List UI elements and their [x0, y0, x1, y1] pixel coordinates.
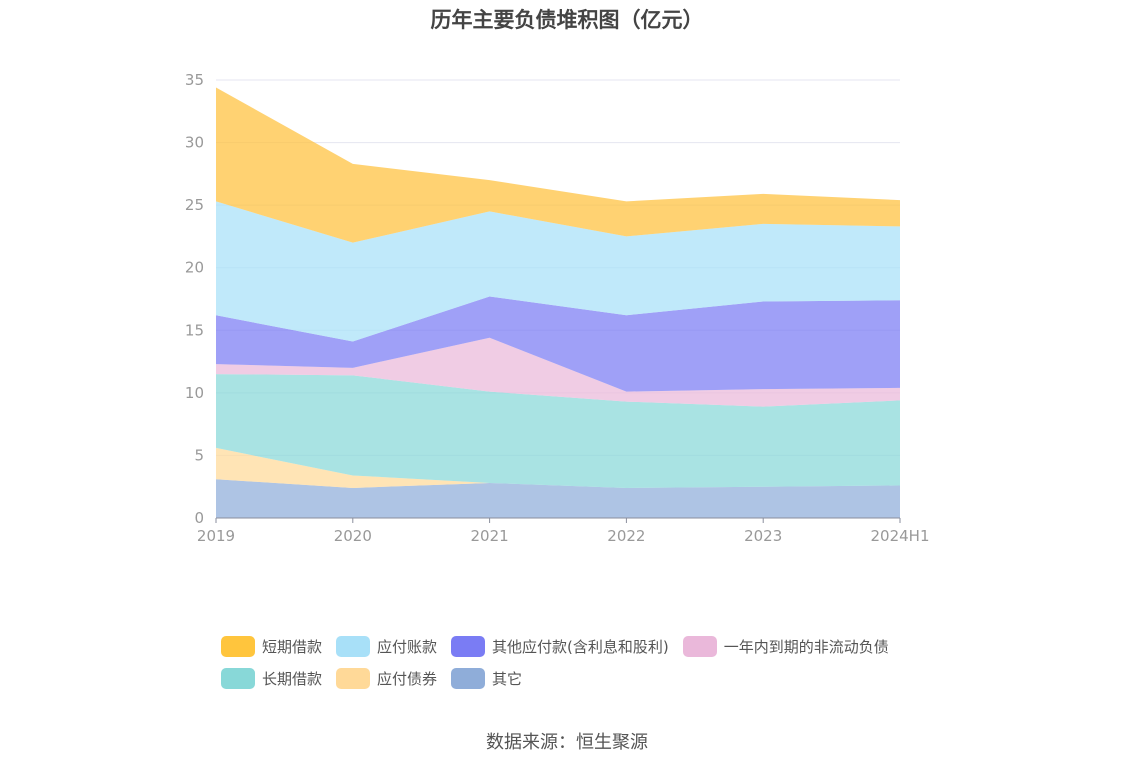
- legend-item[interactable]: 长期借款: [221, 667, 323, 689]
- x-tick-label: 2019: [197, 527, 235, 545]
- legend-label: 其他应付款(含利息和股利): [492, 637, 669, 656]
- legend-swatch: [221, 667, 255, 689]
- area-series: [216, 87, 900, 518]
- legend-item[interactable]: 短期借款: [221, 635, 323, 657]
- legend-swatch: [682, 635, 717, 657]
- x-tick-label: 2024H1: [871, 527, 930, 545]
- legend-item[interactable]: 其他应付款(含利息和股利): [451, 635, 669, 657]
- y-tick-label: 15: [185, 321, 204, 339]
- area-series-其他应付款(含利息和股利)[interactable]: [216, 296, 900, 392]
- x-tick-label: 2023: [744, 527, 782, 545]
- legend-label: 应付债券: [377, 669, 438, 688]
- legend-swatch: [336, 635, 371, 657]
- legend-swatch: [451, 635, 486, 657]
- y-tick-label: 0: [194, 509, 204, 527]
- legend-label: 长期借款: [262, 669, 323, 688]
- legend-label: 应付账款: [377, 637, 438, 656]
- source-note: 数据来源：恒生聚源: [486, 732, 648, 753]
- stacked-area-chart: 0 5 10 15 20 25 30 35 2019 2020 2021 2022 2023 2024H1: [185, 71, 930, 545]
- x-tick-label: 2021: [471, 527, 509, 545]
- legend-swatch: [451, 667, 486, 689]
- legend: 短期借款 应付账款 其他应付款(含利息和股利) 一年内到期的非流动负债长期借款 应付债券…: [221, 630, 941, 694]
- area-series-应付债券[interactable]: [216, 447, 900, 488]
- legend-item[interactable]: 应付债券: [336, 667, 438, 689]
- area-series-长期借款[interactable]: [216, 374, 900, 488]
- area-series-应付账款[interactable]: [216, 201, 900, 342]
- y-tick-label: 5: [194, 446, 204, 464]
- legend-item[interactable]: 应付账款: [336, 635, 438, 657]
- area-series-一年内到期的非流动负债[interactable]: [216, 337, 900, 407]
- axes: 0 5 10 15 20 25 30 35 2019 2020 2021 2022 2023 2024H1: [185, 71, 930, 545]
- legend-row: 长期借款 应付债券 其它: [221, 662, 941, 694]
- y-tick-label: 30: [185, 134, 204, 152]
- area-series-其它[interactable]: [216, 479, 900, 518]
- legend-row: 短期借款 应付账款 其他应付款(含利息和股利) 一年内到期的非流动负债: [221, 630, 941, 662]
- legend-item[interactable]: 一年内到期的非流动负债: [682, 635, 889, 657]
- y-tick-label: 10: [185, 384, 204, 402]
- x-tick-label: 2020: [334, 527, 372, 545]
- area-series-短期借款[interactable]: [216, 87, 900, 243]
- legend-label: 其它: [492, 669, 523, 688]
- x-tick-label: 2022: [607, 527, 645, 545]
- legend-swatch: [336, 667, 371, 689]
- chart-title: 历年主要负债堆积图（亿元）: [430, 8, 704, 32]
- legend-swatch: [221, 635, 255, 657]
- legend-label: 短期借款: [262, 637, 323, 656]
- y-tick-label: 35: [185, 71, 204, 89]
- legend-item[interactable]: 其它: [451, 667, 523, 689]
- legend-label: 一年内到期的非流动负债: [723, 637, 889, 656]
- y-tick-label: 20: [185, 259, 204, 277]
- y-tick-label: 25: [185, 196, 204, 214]
